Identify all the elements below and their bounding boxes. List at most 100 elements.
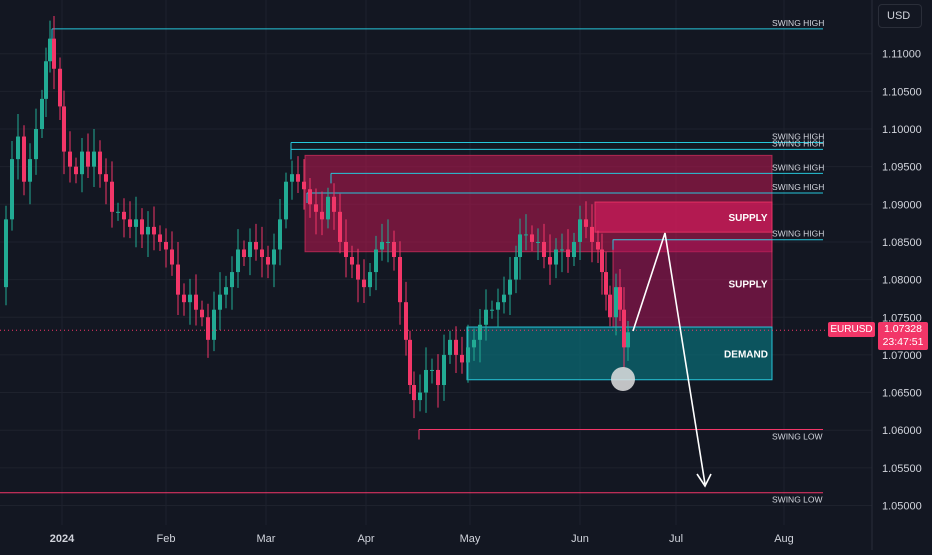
candle-body	[596, 241, 600, 250]
candle-body	[248, 241, 252, 258]
candle-body	[44, 61, 48, 99]
candle-body	[230, 272, 234, 288]
price-tick-label: 1.07500	[882, 312, 922, 324]
price-tick-label: 1.11000	[882, 49, 921, 61]
price-tick-label: 1.06500	[882, 388, 922, 400]
candle-body	[110, 181, 114, 212]
candle-body	[518, 234, 522, 258]
candle-body	[386, 241, 390, 243]
time-tick-label: May	[460, 533, 481, 545]
candle-body	[48, 38, 52, 62]
candle-body	[356, 264, 360, 280]
candle-body	[374, 249, 378, 273]
candle-body	[392, 241, 396, 258]
candle-body	[442, 354, 446, 386]
candle-body	[242, 249, 246, 258]
candle-body	[28, 159, 32, 182]
candle-body	[152, 226, 156, 235]
candle-body	[448, 339, 452, 355]
candle-body	[408, 339, 412, 386]
time-tick-label: Apr	[357, 533, 374, 545]
candle-body	[436, 369, 440, 386]
annotations	[611, 232, 712, 488]
candle-countdown: 23:47:51	[882, 336, 924, 348]
supply-zone-label: SUPPLY	[728, 213, 767, 224]
candle-body	[344, 241, 348, 258]
candle-body	[188, 294, 192, 303]
price-tick-label: 1.05500	[882, 463, 922, 475]
candle-body	[530, 234, 534, 242]
candle-body	[622, 309, 626, 348]
price-tick-label: 1.10500	[882, 86, 922, 98]
candle-body	[514, 257, 518, 280]
candle-body	[170, 249, 174, 265]
candle-body	[578, 219, 582, 242]
candles	[4, 16, 630, 419]
candle-body	[218, 294, 222, 310]
candle-body	[10, 159, 14, 220]
candle-body	[16, 136, 20, 160]
candle-body	[58, 68, 62, 107]
candle-body	[122, 211, 126, 220]
current-price-value: 1.07328	[884, 323, 922, 335]
candle-body	[158, 234, 162, 242]
candle-body	[302, 181, 306, 190]
time-axis[interactable]: 2024 Feb Mar Apr May Jun Jul Aug	[50, 533, 794, 545]
price-tick-label: 1.09500	[882, 162, 922, 174]
current-price-badge: 1.07328 23:47:51	[878, 322, 928, 350]
candle-body	[74, 166, 78, 175]
candle-body	[536, 241, 540, 243]
currency-button[interactable]: USD	[878, 4, 922, 28]
candle-body	[548, 257, 552, 265]
price-axis[interactable]: 1.11000 1.10500 1.10000 1.09500 1.09000 1.085…	[882, 49, 922, 513]
candle-body	[34, 129, 38, 160]
symbol-tag: EURUSD	[828, 322, 875, 337]
supply-zone-upper	[594, 201, 773, 233]
candle-body	[266, 257, 270, 265]
price-tick-label: 1.07000	[882, 350, 922, 362]
swing-level-label: SWING HIGH	[772, 162, 824, 172]
candle-body	[308, 189, 312, 205]
candle-body	[502, 294, 506, 303]
arrow-head-icon	[696, 473, 712, 488]
candle-body	[590, 226, 594, 242]
candle-body	[338, 211, 342, 242]
candle-body	[424, 369, 428, 393]
time-tick-label: Jun	[571, 533, 589, 545]
candle-body	[454, 339, 458, 355]
swing-level-label: SWING LOW	[772, 495, 823, 505]
candle-body	[560, 249, 564, 251]
candle-body	[460, 354, 464, 363]
candle-body	[320, 211, 324, 220]
candle-body	[572, 241, 576, 258]
candle-body	[412, 385, 416, 401]
candle-body	[182, 294, 186, 303]
candle-body	[600, 249, 604, 273]
candle-body	[212, 309, 216, 340]
candle-body	[290, 174, 294, 182]
supply-zone-label: SUPPLY	[728, 279, 767, 290]
candle-body	[224, 287, 228, 295]
candle-body	[490, 309, 494, 311]
projection-path	[632, 232, 706, 485]
swing-level-label: SWING LOW	[772, 431, 823, 441]
candle-body	[484, 309, 488, 325]
candle-body	[116, 211, 120, 213]
candle-body	[478, 324, 482, 340]
candle-body	[278, 219, 282, 250]
candle-body	[104, 174, 108, 182]
candle-body	[584, 219, 588, 227]
candle-body	[4, 219, 8, 288]
candle-body	[326, 196, 330, 220]
candle-body	[40, 98, 44, 129]
candle-body	[254, 241, 258, 250]
candle-body	[524, 234, 528, 236]
candle-body	[22, 136, 26, 182]
candle-body	[62, 106, 66, 152]
candle-body	[618, 287, 622, 310]
candle-body	[362, 279, 366, 288]
price-tick-label: 1.05000	[882, 501, 922, 513]
